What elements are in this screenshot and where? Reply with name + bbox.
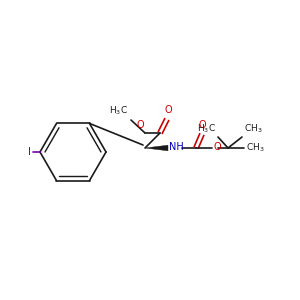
Text: CH$_3$: CH$_3$	[244, 122, 262, 135]
Text: O: O	[164, 105, 172, 115]
Text: CH$_3$: CH$_3$	[246, 142, 265, 154]
Text: O: O	[136, 120, 144, 130]
Text: I: I	[28, 147, 31, 157]
Text: NH: NH	[169, 142, 184, 152]
Text: O: O	[198, 120, 206, 130]
Text: O: O	[213, 142, 220, 152]
Text: H$_3$C: H$_3$C	[197, 122, 216, 135]
Text: H$_3$C: H$_3$C	[109, 104, 128, 117]
Polygon shape	[145, 145, 168, 151]
